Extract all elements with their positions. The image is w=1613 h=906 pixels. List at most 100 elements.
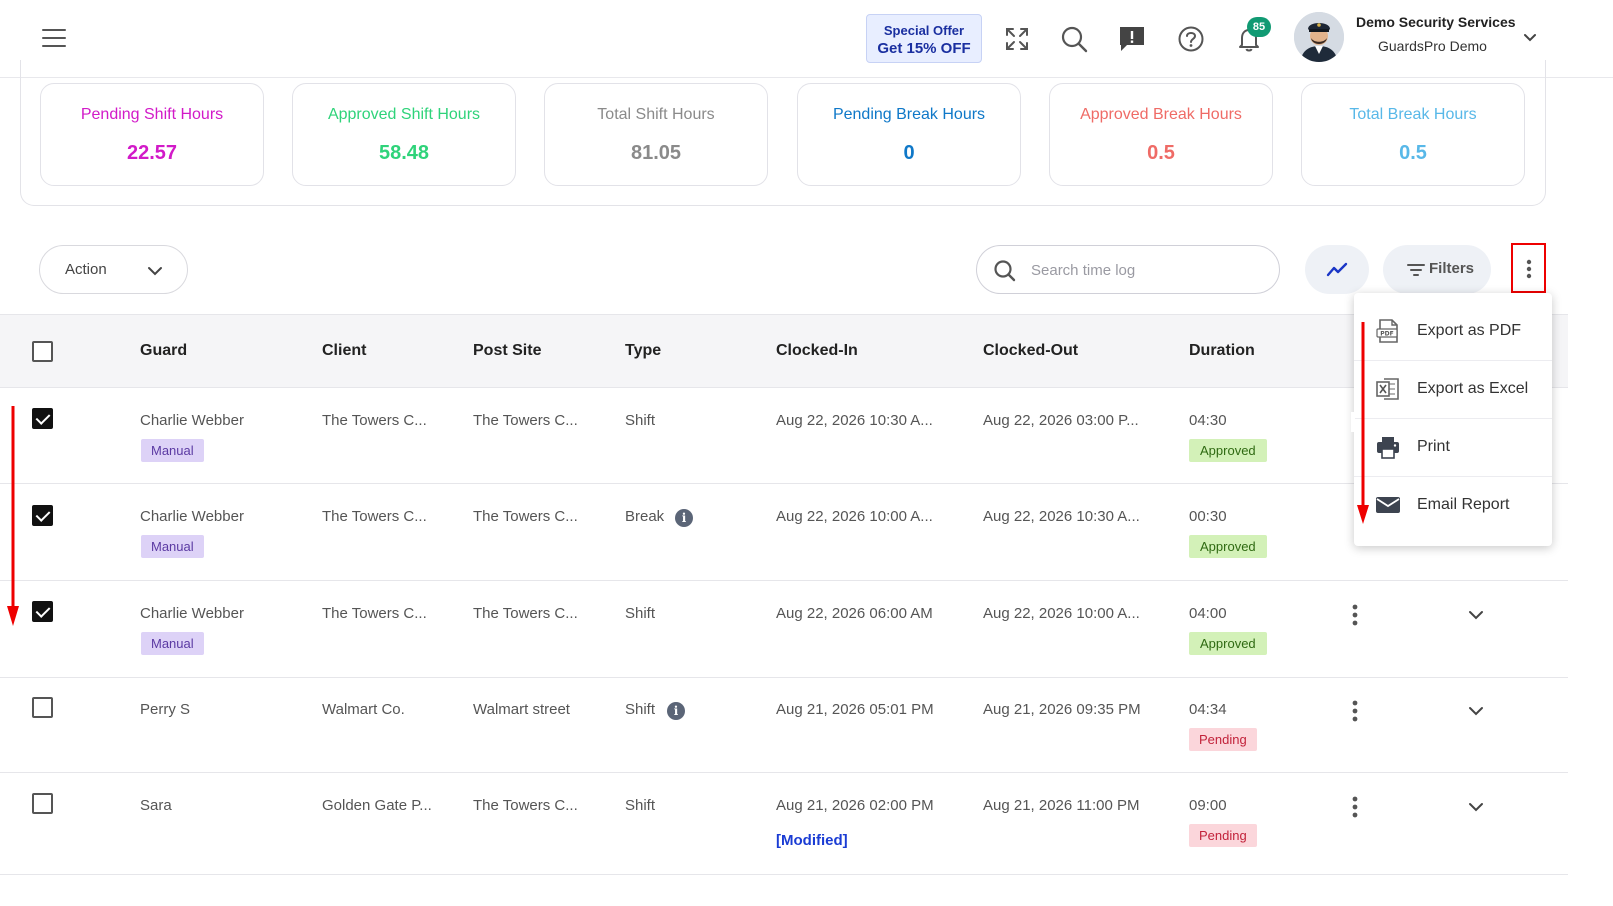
row-options-kebab-icon[interactable] <box>1351 796 1359 818</box>
post-site-name: The Towers C... <box>473 797 578 814</box>
filter-icon <box>1407 264 1425 276</box>
clocked-in-time: Aug 21, 2026 05:01 PM <box>776 701 934 718</box>
stat-card-total-shift-hours: Total Shift Hours 81.05 <box>544 83 768 186</box>
column-header-type[interactable]: Type <box>625 342 662 359</box>
status-badge: Approved <box>1189 632 1267 655</box>
client-name: The Towers C... <box>322 605 427 622</box>
stat-value: 58.48 <box>378 142 430 164</box>
fullscreen-icon[interactable] <box>1002 24 1032 54</box>
status-badge: Approved <box>1189 439 1267 462</box>
top-header: Special Offer Get 15% OFF 85 <box>0 0 1613 78</box>
special-offer-button[interactable]: Special Offer Get 15% OFF <box>866 14 982 63</box>
row-options-kebab-icon[interactable] <box>1351 700 1359 722</box>
mail-icon <box>1376 497 1400 513</box>
trend-icon <box>1326 262 1348 277</box>
modified-label[interactable]: [Modified] <box>776 832 848 849</box>
analytics-button[interactable] <box>1305 245 1369 294</box>
stat-value: 0 <box>903 142 915 164</box>
column-header-post-site[interactable]: Post Site <box>473 342 542 359</box>
info-icon[interactable]: i <box>667 702 685 720</box>
printer-icon <box>1377 437 1399 459</box>
table-row: Charlie Webber Manual The Towers C... Th… <box>0 484 1568 581</box>
post-site-name: Walmart street <box>473 701 570 718</box>
column-header-clocked-in[interactable]: Clocked-In <box>776 342 858 359</box>
more-options-button[interactable] <box>1511 243 1546 293</box>
menu-item-label: Email Report <box>1417 496 1510 513</box>
row-checkbox[interactable] <box>32 601 53 622</box>
annotation-arrow <box>7 406 19 626</box>
stat-label: Pending Break Hours <box>832 106 986 123</box>
guard-name[interactable]: Charlie Webber <box>140 508 244 525</box>
account-name: GuardsPro Demo <box>1378 38 1487 54</box>
clocked-out-time: Aug 22, 2026 10:00 A... <box>983 605 1140 622</box>
select-all-checkbox[interactable] <box>32 341 53 362</box>
status-badge: Pending <box>1189 824 1257 847</box>
column-header-client[interactable]: Client <box>322 342 367 359</box>
offer-title: Special Offer <box>883 23 965 38</box>
stats-panel <box>20 60 1546 206</box>
stat-value: 0.5 <box>1147 142 1175 164</box>
client-name: Walmart Co. <box>322 701 405 718</box>
column-header-duration[interactable]: Duration <box>1189 342 1255 359</box>
client-name: The Towers C... <box>322 412 427 429</box>
clocked-out-time: Aug 22, 2026 03:00 P... <box>983 412 1139 429</box>
column-header-clocked-out[interactable]: Clocked-Out <box>983 342 1079 359</box>
clocked-out-time: Aug 21, 2026 09:35 PM <box>983 701 1141 718</box>
entry-type: Shift <box>625 797 656 814</box>
client-name: The Towers C... <box>322 508 427 525</box>
table-row: Charlie Webber Manual The Towers C... Th… <box>0 388 1568 484</box>
row-checkbox[interactable] <box>32 793 53 814</box>
stat-value: 22.57 <box>126 142 178 164</box>
chevron-down-icon[interactable] <box>1522 30 1538 46</box>
clocked-in-time: Aug 22, 2026 06:00 AM <box>776 605 933 622</box>
column-header-guard[interactable]: Guard <box>140 342 188 359</box>
stat-label: Total Shift Hours <box>597 106 715 123</box>
post-site-name: The Towers C... <box>473 508 578 525</box>
guard-name[interactable]: Perry S <box>140 701 191 718</box>
feedback-icon[interactable] <box>1117 24 1147 54</box>
stat-card-total-break-hours: Total Break Hours 0.5 <box>1301 83 1525 186</box>
row-options-kebab-icon[interactable] <box>1351 604 1359 626</box>
avatar[interactable] <box>1294 12 1344 62</box>
help-icon[interactable] <box>1176 24 1206 54</box>
menu-item-label: Print <box>1417 438 1450 455</box>
guard-name[interactable]: Charlie Webber <box>140 605 244 622</box>
expand-row-chevron-icon[interactable] <box>1468 609 1484 621</box>
filters-button[interactable]: Filters <box>1383 245 1491 294</box>
row-checkbox[interactable] <box>32 408 53 429</box>
guard-name[interactable]: Sara <box>140 797 172 814</box>
entry-type: Break <box>625 508 665 525</box>
menu-item-label: Export as PDF <box>1417 322 1522 339</box>
stat-value: 0.5 <box>1399 142 1427 164</box>
menu-item-print[interactable]: Print <box>1354 419 1552 477</box>
duration-value: 00:30 <box>1189 508 1227 525</box>
offer-discount: Get 15% OFF <box>877 40 971 57</box>
action-dropdown[interactable]: Action <box>39 245 188 294</box>
manual-tag: Manual <box>141 632 204 655</box>
stat-label: Pending Shift Hours <box>80 106 224 123</box>
search-icon[interactable] <box>1059 24 1089 54</box>
row-checkbox[interactable] <box>32 505 53 526</box>
menu-item-email-report[interactable]: Email Report <box>1354 477 1552 535</box>
row-checkbox[interactable] <box>32 697 53 718</box>
menu-item-export-excel[interactable]: Export as Excel <box>1354 361 1552 419</box>
search-input[interactable] <box>1031 260 1251 280</box>
guard-name[interactable]: Charlie Webber <box>140 412 244 429</box>
annotation-arrow <box>1357 322 1369 524</box>
manual-tag: Manual <box>141 535 204 558</box>
expand-row-chevron-icon[interactable] <box>1468 801 1484 813</box>
export-menu: PDF Export as PDF Export as Excel Print … <box>1354 293 1552 546</box>
menu-item-export-pdf[interactable]: PDF Export as PDF <box>1354 303 1552 361</box>
pdf-icon: PDF <box>1376 319 1398 343</box>
kebab-icon <box>1526 259 1532 279</box>
menu-icon[interactable] <box>42 29 66 49</box>
clocked-in-time: Aug 21, 2026 02:00 PM <box>776 797 934 814</box>
table-row: Perry S Walmart Co. Walmart street Shift… <box>0 678 1568 773</box>
company-name: Demo Security Services <box>1356 14 1516 30</box>
clocked-out-time: Aug 21, 2026 11:00 PM <box>983 797 1140 814</box>
chevron-down-icon <box>148 267 162 276</box>
client-name: Golden Gate P... <box>322 797 432 814</box>
expand-row-chevron-icon[interactable] <box>1468 705 1484 717</box>
info-icon[interactable]: i <box>675 509 693 527</box>
clocked-out-time: Aug 22, 2026 10:30 A... <box>983 508 1140 525</box>
